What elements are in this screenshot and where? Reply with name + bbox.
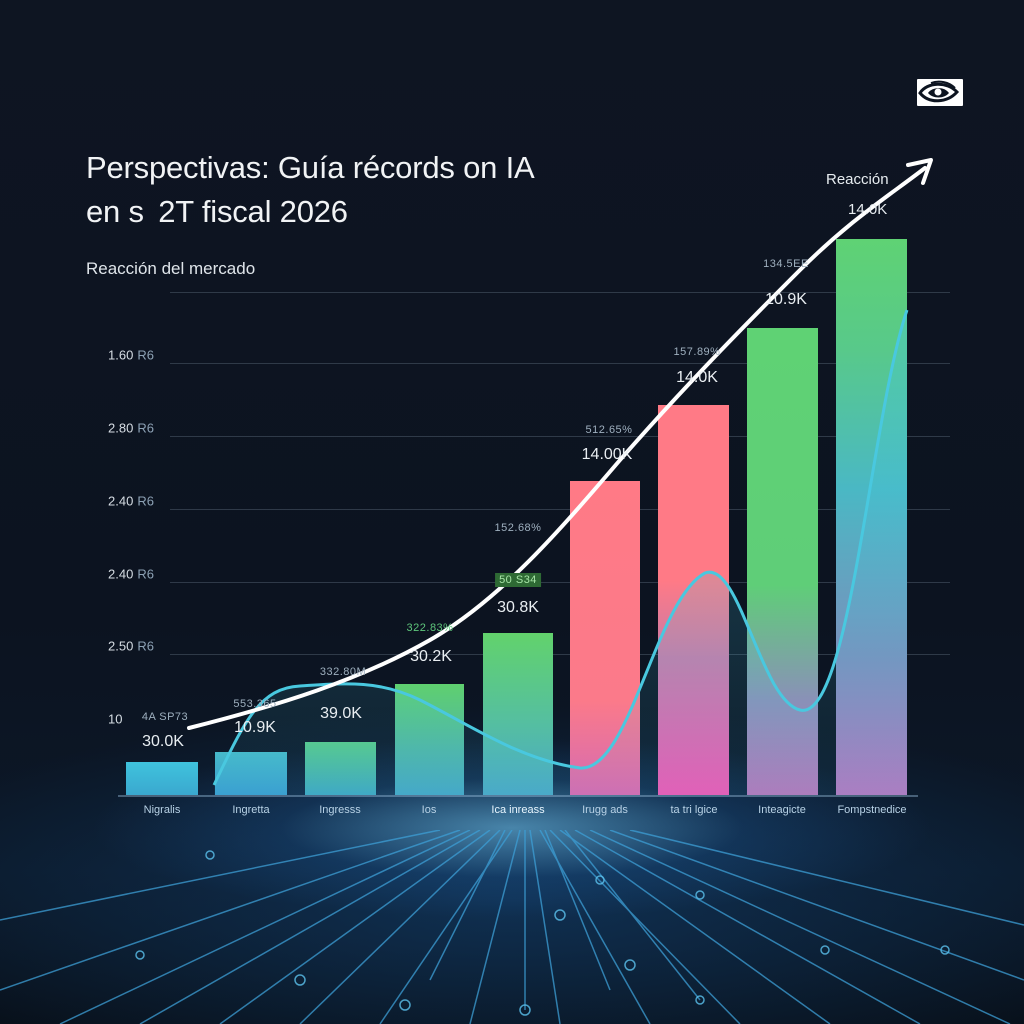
eye-logo-icon [917,79,963,106]
pct-label-6: 512.65% [585,424,633,436]
pct-label-8: 134.5EE [763,258,809,270]
value-label-4: 30.2K [410,648,452,665]
gridline [170,654,950,655]
x-label-4: Ios [421,804,437,816]
value-label-5: 30.8K [497,599,539,616]
pct-label-1: 4A SP73 [141,711,189,723]
gridline [170,363,950,364]
pct-label-3: 332.80M [319,666,367,678]
gridline [170,292,950,293]
pct-label-2: 553.365 [233,698,277,710]
y-tick: 2.40 R6 [108,566,154,582]
pct-label-5b: 152.68% [494,522,542,534]
x-label-9: Fompstnedice [837,804,907,816]
gridline [170,509,950,510]
y-tick: 2.40 R6 [108,493,154,509]
y-tick: 2.80 R6 [108,420,154,436]
gridline [170,582,950,583]
value-label-3: 39.0K [320,705,362,722]
gridline [170,436,950,437]
title-line-2: en s 2T fiscal 2026 [86,194,348,229]
value-label-8: 10.9K [765,291,807,308]
chart-title: Perspectivas: Guía récords on IA en s 2T… [86,146,535,234]
value-label-1: 30.0K [142,733,184,750]
cyan-wave-line [212,309,909,786]
pct-label-5: 50 S34 [495,573,541,587]
x-label-8: Inteagicte [758,804,806,816]
y-tick: 1.60 R6 [108,347,154,363]
pct-label-4: 322.83% [406,622,454,634]
x-label-7: ta tri lgice [670,804,718,816]
annotation-label: Reacción [826,171,889,188]
value-label-7: 14.0K [676,369,718,386]
title-line-1: Perspectivas: Guía récords on IA [86,150,535,185]
value-label-2: 10.9K [234,719,276,736]
x-label-6: Irugg ads [582,804,628,816]
x-label-5: Ica inreass [491,804,545,816]
chart-subtitle: Reacción del mercado [86,259,256,278]
x-label-1: Nigralis [143,804,181,816]
x-label-2: Ingretta [232,804,270,816]
pct-label-7: 157.89% [673,346,721,358]
bar-1[interactable] [126,762,198,795]
x-label-3: Ingresss [319,804,361,816]
cyan-wave-area [214,310,907,795]
white-trend-arrow [187,166,927,730]
arrowhead-icon [906,158,933,185]
x-axis-baseline [118,795,918,797]
circuit-decoration [0,830,1024,1024]
y-tick: 10 [108,711,123,727]
y-tick: 2.50 R6 [108,638,154,654]
value-label-6: 14.00K [581,446,633,463]
annotation-value: 14.0K [848,201,888,218]
